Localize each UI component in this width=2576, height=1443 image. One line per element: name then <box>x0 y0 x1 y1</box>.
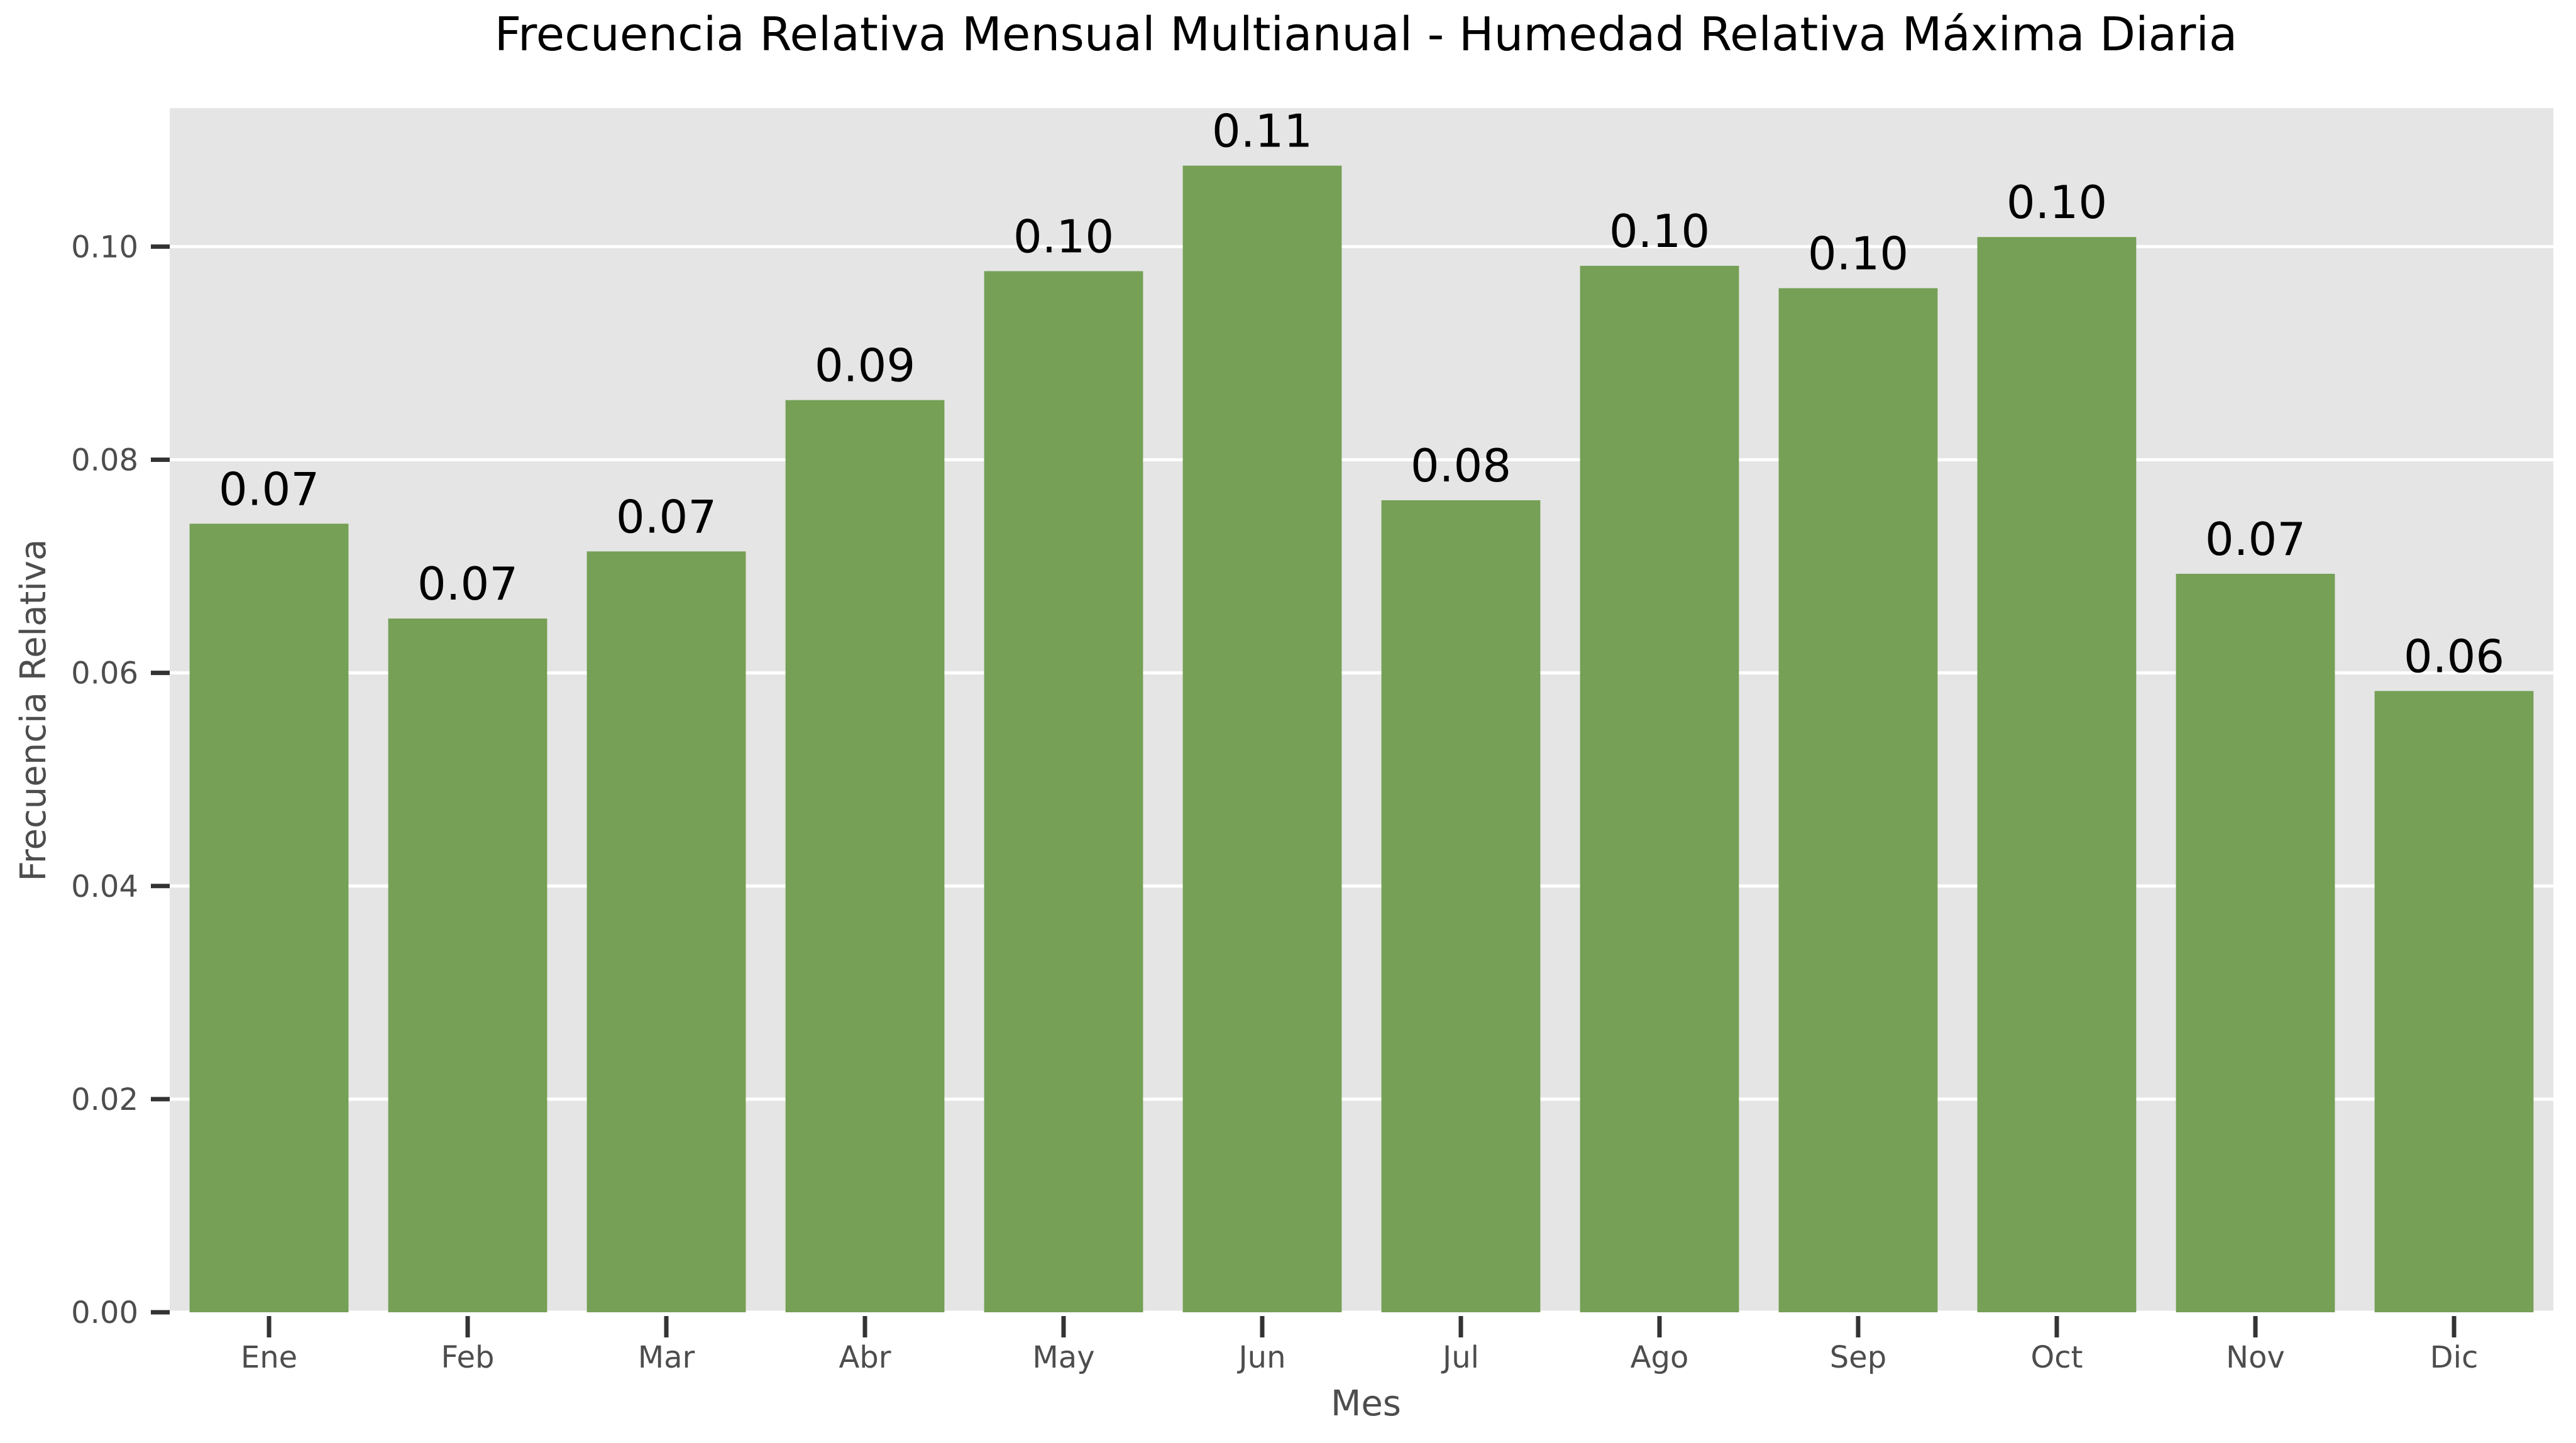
y-tick-label: 0.06 <box>71 656 138 691</box>
bar-abr <box>785 400 945 1312</box>
data-label: 0.10 <box>1013 210 1114 263</box>
data-label: 0.08 <box>1411 439 1511 492</box>
data-label: 0.10 <box>2006 176 2107 229</box>
data-label: 0.09 <box>815 339 915 392</box>
y-tick-label: 0.08 <box>71 443 138 478</box>
x-tick-label: Mar <box>638 1340 695 1375</box>
chart-title: Frecuencia Relativa Mensual Multianual -… <box>495 8 2238 62</box>
y-tick-label: 0.00 <box>71 1295 138 1331</box>
x-tick-label: Jun <box>1237 1340 1286 1375</box>
x-tick-label: Feb <box>441 1340 495 1375</box>
data-label: 0.07 <box>616 490 717 543</box>
data-label: 0.07 <box>219 463 319 515</box>
x-tick-label: May <box>1032 1340 1094 1375</box>
y-tick-label: 0.10 <box>71 229 138 265</box>
data-label: 0.07 <box>2205 513 2306 566</box>
bar-mar <box>586 551 746 1312</box>
grid-lines <box>170 244 2553 1314</box>
data-label: 0.07 <box>417 557 518 610</box>
x-tick-label: Ene <box>241 1340 297 1375</box>
x-axis: Ene Feb Mar Abr May Jun Jul Ago Sep Oct Nov Dic <box>241 1316 2478 1375</box>
bar-ago <box>1580 265 1739 1313</box>
bar-sep <box>1778 288 1938 1312</box>
y-axis: 0.00 0.02 0.04 0.06 0.08 0.10 <box>71 229 170 1331</box>
bar-dic <box>2374 691 2534 1312</box>
data-label: 0.06 <box>2404 630 2504 683</box>
x-tick-label: Oct <box>2031 1340 2083 1375</box>
bars <box>189 165 2534 1313</box>
y-axis-label: Frecuencia Relativa <box>13 539 54 882</box>
x-tick-label: Jul <box>1441 1340 1479 1375</box>
plot-area <box>170 108 2553 1312</box>
bar-nov <box>2176 573 2335 1313</box>
y-tick-label: 0.04 <box>71 869 138 904</box>
bar-may <box>984 271 1143 1313</box>
x-tick-label: Abr <box>839 1340 891 1375</box>
data-labels: 0.07 0.07 0.07 0.09 0.10 0.11 0.08 0.10 0.10 0.10… <box>219 105 2504 683</box>
bar-jun <box>1182 165 1342 1313</box>
x-tick-label: Sep <box>1830 1340 1886 1375</box>
bar-feb <box>388 618 548 1312</box>
data-label: 0.10 <box>1609 205 1710 258</box>
x-tick-label: Ago <box>1631 1340 1689 1375</box>
data-label: 0.11 <box>1212 105 1313 158</box>
x-tick-label: Dic <box>2430 1340 2479 1375</box>
y-tick-label: 0.02 <box>71 1082 138 1117</box>
bar-ene <box>189 524 349 1312</box>
x-tick-label: Nov <box>2226 1340 2285 1375</box>
data-label: 0.10 <box>1808 228 1908 280</box>
x-axis-label: Mes <box>1331 1383 1401 1424</box>
bar-oct <box>1977 237 2137 1313</box>
bar-jul <box>1381 500 1541 1312</box>
